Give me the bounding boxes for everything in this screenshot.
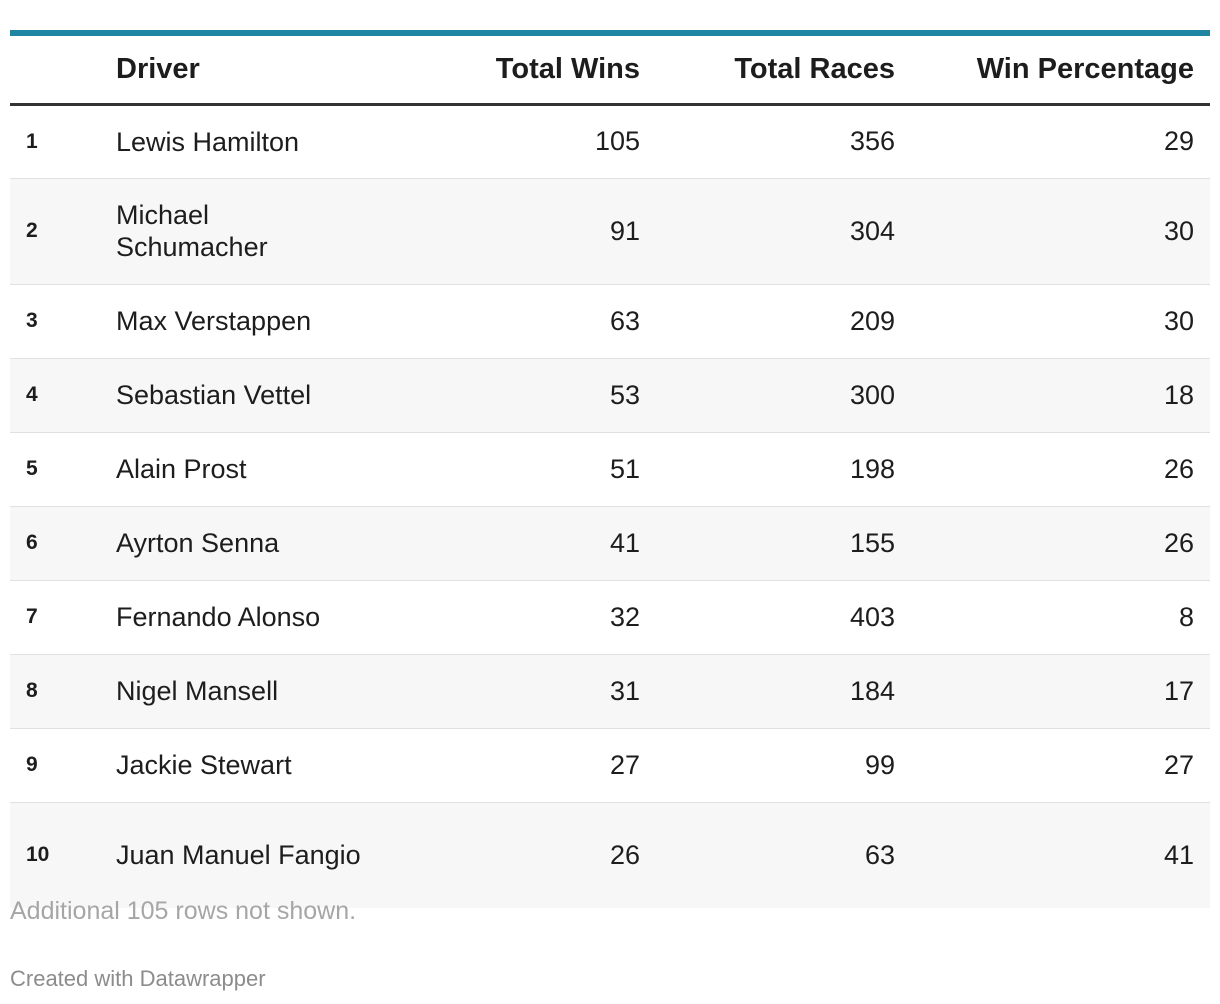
total-wins-cell: 91 <box>410 178 640 285</box>
driver-cell: Michael Schumacher <box>116 178 410 285</box>
total-wins-cell: 32 <box>410 580 640 655</box>
driver-name: Sebastian Vettel <box>116 380 312 410</box>
rank-cell: 9 <box>10 728 116 803</box>
win-percentage-cell: 30 <box>895 178 1210 285</box>
driver-cell: Sebastian Vettel <box>116 358 410 433</box>
table-row: 2 Michael Schumacher 91 304 30 <box>10 178 1210 285</box>
total-races-cell: 304 <box>640 178 895 285</box>
driver-name: Michael Schumacher <box>116 200 268 262</box>
driver-cell: Juan Manuel Fangio <box>116 802 410 908</box>
rank-cell: 7 <box>10 580 116 655</box>
table-body: 1 Lewis Hamilton 105 356 29 2 Michael Schumach… <box>10 104 1210 908</box>
table-row: 6 Ayrton Senna 41 155 26 <box>10 506 1210 581</box>
table-row: 3 Max Verstappen 63 209 30 <box>10 284 1210 359</box>
rank-cell: 8 <box>10 654 116 729</box>
total-races-cell: 99 <box>640 728 895 803</box>
win-percentage-cell: 8 <box>895 580 1210 655</box>
driver-name: Ayrton Senna <box>116 528 280 558</box>
rank-cell: 6 <box>10 506 116 581</box>
rank-cell: 10 <box>10 802 116 908</box>
total-races-cell: 356 <box>640 104 895 179</box>
driver-cell: Max Verstappen <box>116 284 410 359</box>
driver-name: Lewis Hamilton <box>116 126 300 157</box>
total-races-cell: 300 <box>640 358 895 433</box>
driver-name: Fernando Alonso <box>116 602 321 632</box>
total-wins-cell: 63 <box>410 284 640 359</box>
total-races-cell: 63 <box>640 802 895 908</box>
table-header-row: Driver Total Wins Total Races Win Percen… <box>10 36 1210 106</box>
driver-cell: Ayrton Senna <box>116 506 410 581</box>
rows-not-shown-note: Additional 105 rows not shown. <box>10 897 357 925</box>
driver-name: Juan Manuel Fangio <box>116 840 361 871</box>
table-row: 5 Alain Prost 51 198 26 <box>10 432 1210 507</box>
driver-cell: Lewis Hamilton <box>116 104 410 179</box>
win-percentage-column-header[interactable]: Win Percentage <box>895 36 1210 106</box>
total-races-column-header[interactable]: Total Races <box>640 36 895 106</box>
total-wins-cell: 53 <box>410 358 640 433</box>
total-wins-cell: 51 <box>410 432 640 507</box>
total-races-cell: 403 <box>640 580 895 655</box>
table-row: 10 Juan Manuel Fangio 26 63 41 <box>10 802 1210 908</box>
rank-cell: 2 <box>10 178 116 285</box>
driver-name: Jackie Stewart <box>116 750 292 780</box>
win-percentage-cell: 26 <box>895 506 1210 581</box>
rank-column-header[interactable] <box>10 36 116 106</box>
driver-cell: Nigel Mansell <box>116 654 410 729</box>
driver-cell: Fernando Alonso <box>116 580 410 655</box>
win-percentage-cell: 18 <box>895 358 1210 433</box>
datawrapper-credit: Created with Datawrapper <box>10 966 266 991</box>
driver-cell: Jackie Stewart <box>116 728 410 803</box>
win-percentage-cell: 26 <box>895 432 1210 507</box>
table-row: 1 Lewis Hamilton 105 356 29 <box>10 104 1210 179</box>
drivers-table: Driver Total Wins Total Races Win Percen… <box>10 36 1210 908</box>
datawrapper-table: Driver Total Wins Total Races Win Percen… <box>10 30 1210 908</box>
total-wins-column-header[interactable]: Total Wins <box>410 36 640 106</box>
total-wins-cell: 41 <box>410 506 640 581</box>
driver-cell: Alain Prost <box>116 432 410 507</box>
driver-name: Nigel Mansell <box>116 676 279 706</box>
total-races-cell: 209 <box>640 284 895 359</box>
win-percentage-cell: 29 <box>895 104 1210 179</box>
total-wins-cell: 31 <box>410 654 640 729</box>
total-wins-cell: 27 <box>410 728 640 803</box>
rank-cell: 1 <box>10 104 116 179</box>
win-percentage-cell: 41 <box>895 802 1210 908</box>
table-row: 4 Sebastian Vettel 53 300 18 <box>10 358 1210 433</box>
rank-cell: 4 <box>10 358 116 433</box>
rank-cell: 3 <box>10 284 116 359</box>
rank-cell: 5 <box>10 432 116 507</box>
total-races-cell: 198 <box>640 432 895 507</box>
total-races-cell: 184 <box>640 654 895 729</box>
total-wins-cell: 26 <box>410 802 640 908</box>
win-percentage-cell: 30 <box>895 284 1210 359</box>
top-accent-rule <box>10 30 1210 36</box>
table-row: 7 Fernando Alonso 32 403 8 <box>10 580 1210 655</box>
driver-name: Max Verstappen <box>116 306 312 336</box>
win-percentage-cell: 27 <box>895 728 1210 803</box>
table-row: 8 Nigel Mansell 31 184 17 <box>10 654 1210 729</box>
driver-name: Alain Prost <box>116 454 247 484</box>
total-wins-cell: 105 <box>410 104 640 179</box>
table-row: 9 Jackie Stewart 27 99 27 <box>10 728 1210 803</box>
driver-column-header[interactable]: Driver <box>116 36 410 106</box>
win-percentage-cell: 17 <box>895 654 1210 729</box>
total-races-cell: 155 <box>640 506 895 581</box>
